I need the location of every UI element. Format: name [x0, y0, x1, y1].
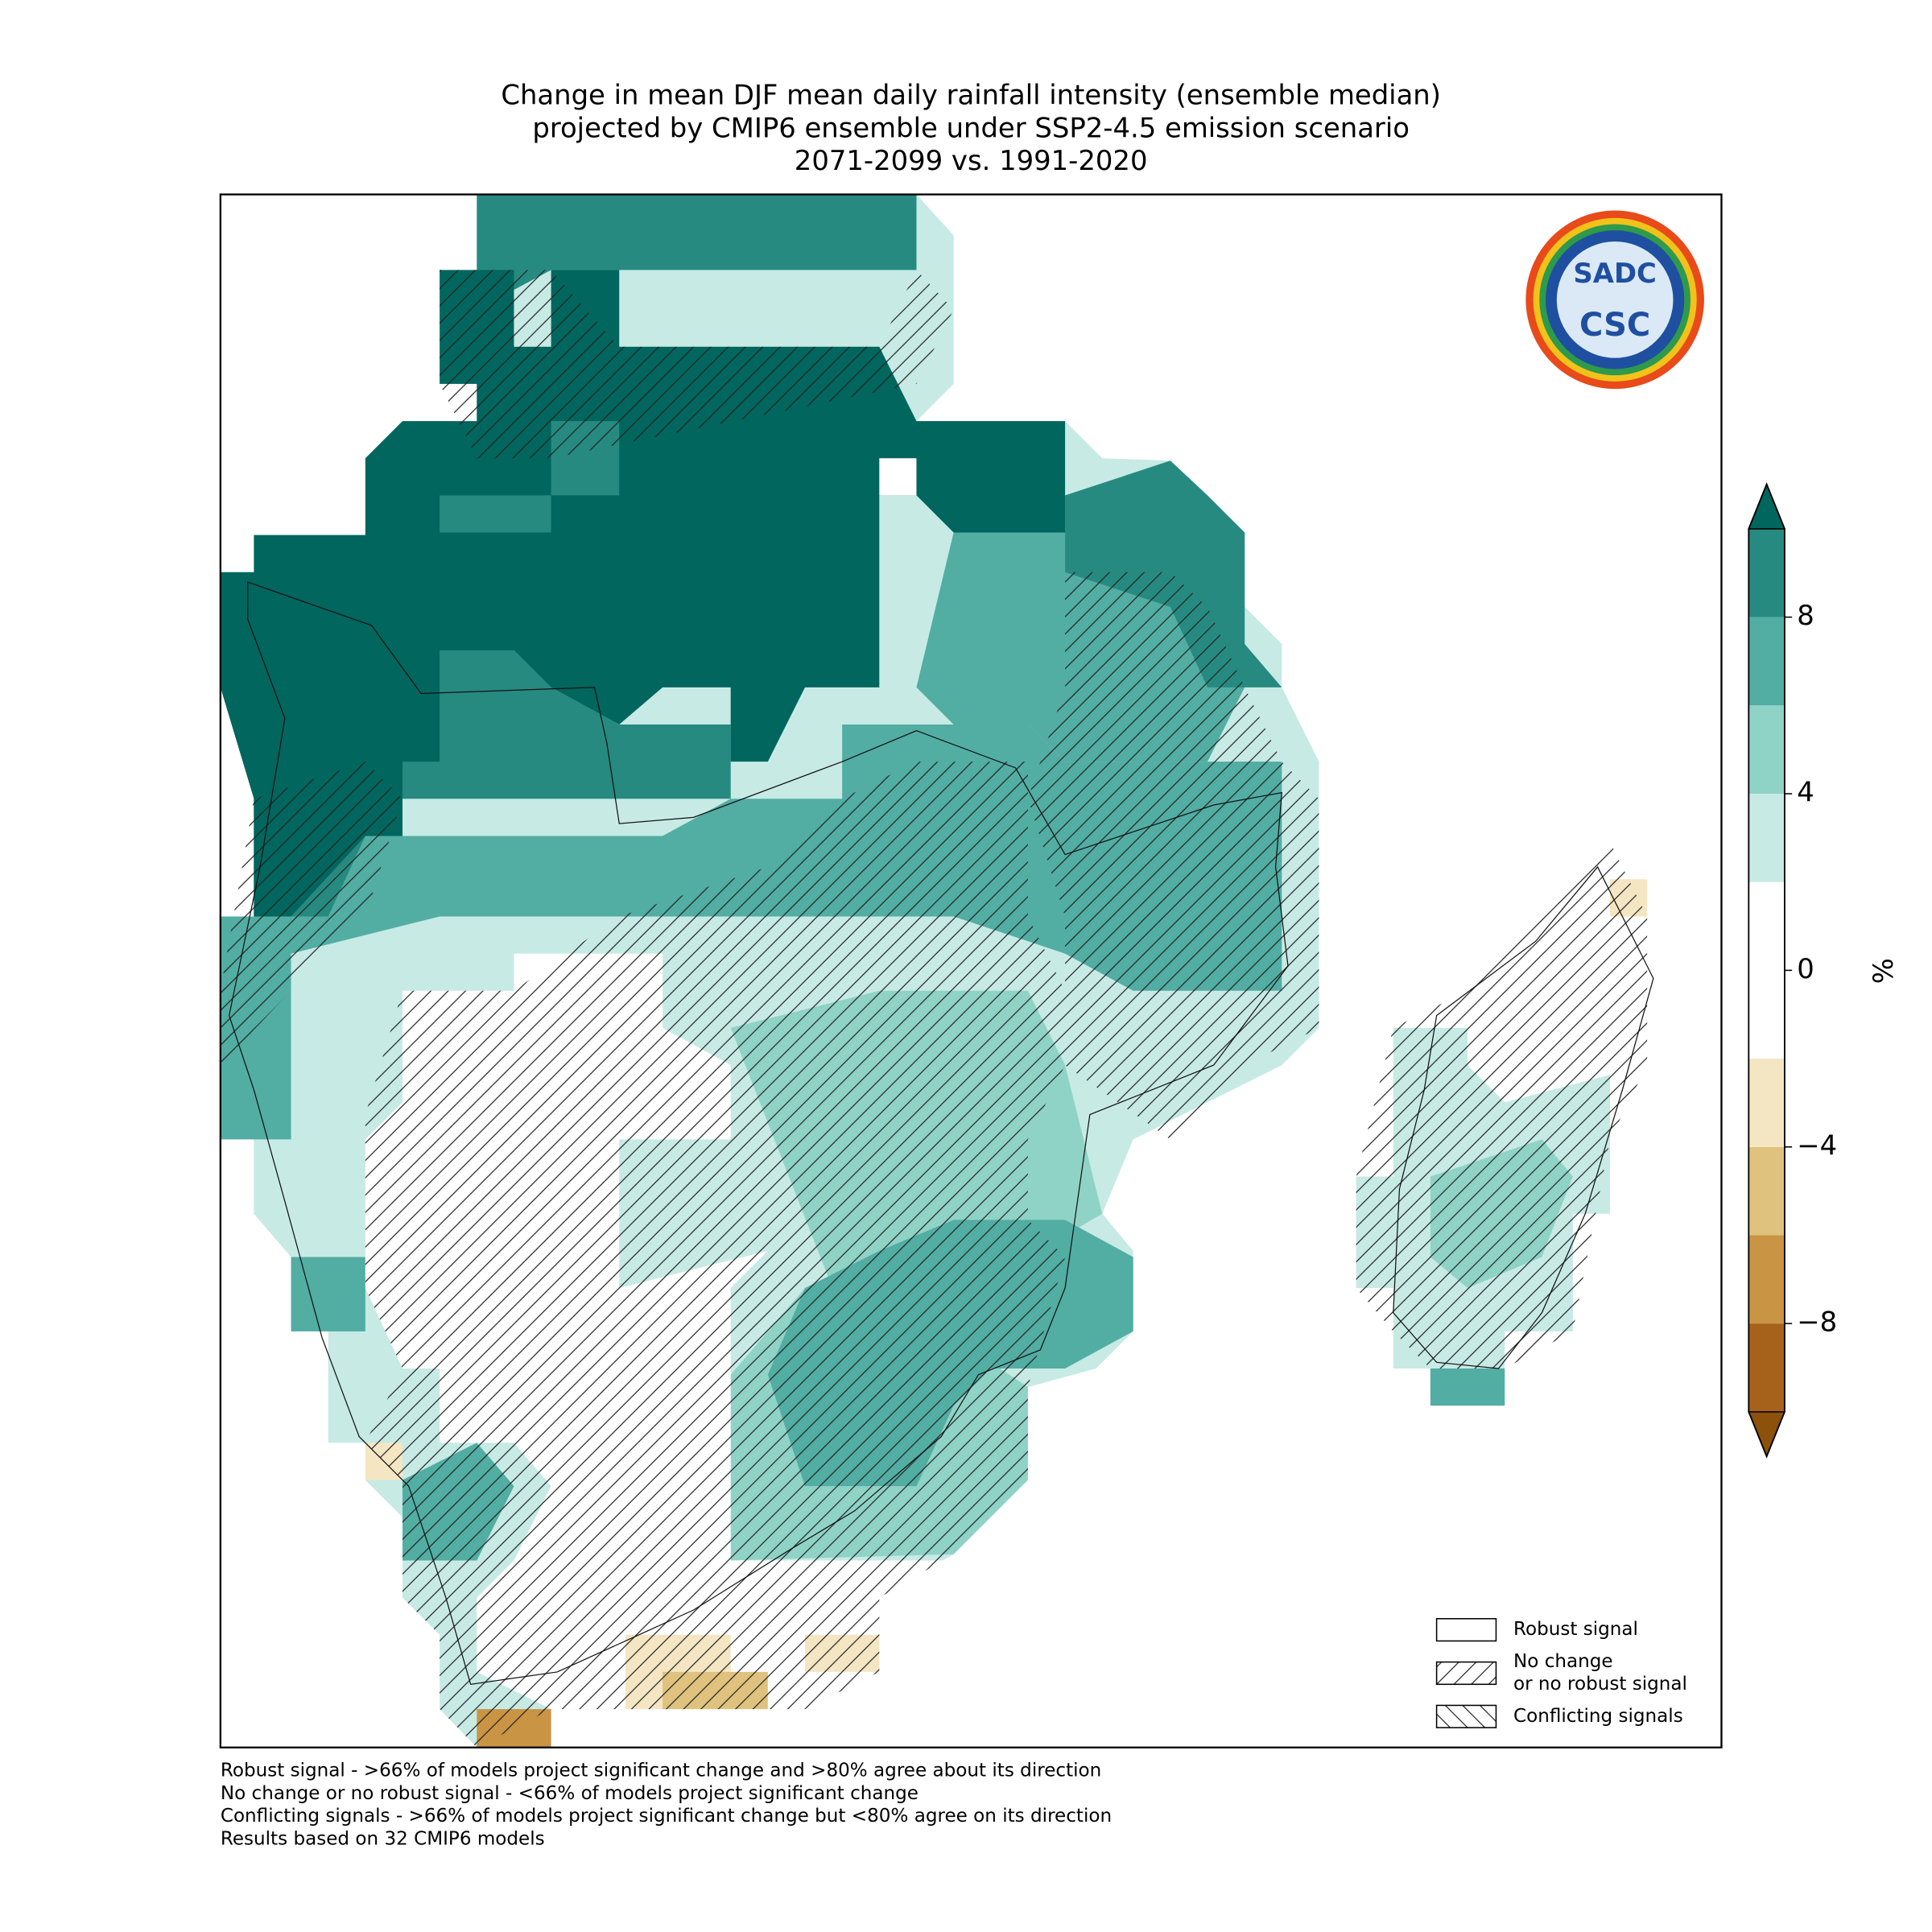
- colorbar-tick-label: 0: [1797, 953, 1814, 985]
- colorbar-band: [1748, 1235, 1785, 1324]
- madagascar-teal: [1430, 1368, 1505, 1406]
- legend-swatch: [1435, 1618, 1497, 1642]
- colorbar-tick-label: 4: [1797, 777, 1814, 808]
- colorbar-extend: [1748, 1411, 1786, 1459]
- colorbar-band: [1748, 881, 1785, 1059]
- legend-label: No change: [1513, 1651, 1613, 1672]
- coastline: [228, 581, 1654, 1685]
- hatch: [440, 270, 954, 459]
- hatch: [220, 762, 402, 1066]
- land-dark: [477, 194, 917, 310]
- colorbar-band: [1748, 1323, 1785, 1412]
- footnote: Results based on 32 CMIP6 models: [221, 1828, 545, 1849]
- colorbar-band: [1748, 1059, 1785, 1147]
- no-change: [879, 458, 917, 496]
- land-teal: [291, 1257, 365, 1331]
- title: 2071-2099 vs. 1991-2020: [795, 145, 1148, 176]
- colorbar-band: [1748, 794, 1785, 882]
- legend-label: Conflicting signals: [1513, 1706, 1683, 1727]
- colorbar-tick-label: −4: [1797, 1129, 1837, 1161]
- colorbar-band: [1748, 528, 1785, 617]
- land-dark: [1065, 460, 1282, 687]
- footnote: Robust signal - >66% of models project s…: [221, 1761, 1101, 1781]
- logo-text: SADC: [1573, 258, 1656, 289]
- colorbar-label: %: [1868, 958, 1899, 984]
- colorbar-extend: [1748, 482, 1786, 530]
- colorbar-outline: [1748, 482, 1785, 1459]
- logo-face: [1556, 242, 1674, 358]
- title: Change in mean DJF mean daily rainfall i…: [501, 79, 1441, 110]
- colorbar-band: [1748, 617, 1785, 706]
- legend-label: or no robust signal: [1513, 1674, 1687, 1695]
- footnote: Conflicting signals - >66% of models pro…: [221, 1806, 1112, 1827]
- land-darkest: [220, 270, 1066, 917]
- title: projected by CMIP6 ensemble under SSP2-4…: [532, 112, 1410, 143]
- logo-text: CSC: [1579, 307, 1650, 344]
- footnote: No change or no robust signal - <66% of …: [221, 1783, 919, 1804]
- logo: SADC CSC: [1525, 210, 1704, 390]
- hatch: [1356, 842, 1648, 1368]
- map-frame: [219, 193, 1723, 1748]
- colorbar-tick-label: 8: [1797, 600, 1814, 631]
- hatch: [1027, 572, 1319, 1140]
- colorbar-band: [1748, 705, 1785, 794]
- colorbar-tick-label: −8: [1797, 1307, 1837, 1338]
- legend-swatch: [1435, 1704, 1497, 1728]
- colorbar-band: [1748, 1146, 1785, 1236]
- legend-swatch: [1435, 1661, 1497, 1686]
- legend-label: Robust signal: [1513, 1619, 1638, 1640]
- map: [220, 194, 1654, 1748]
- hatch: [365, 762, 1066, 1748]
